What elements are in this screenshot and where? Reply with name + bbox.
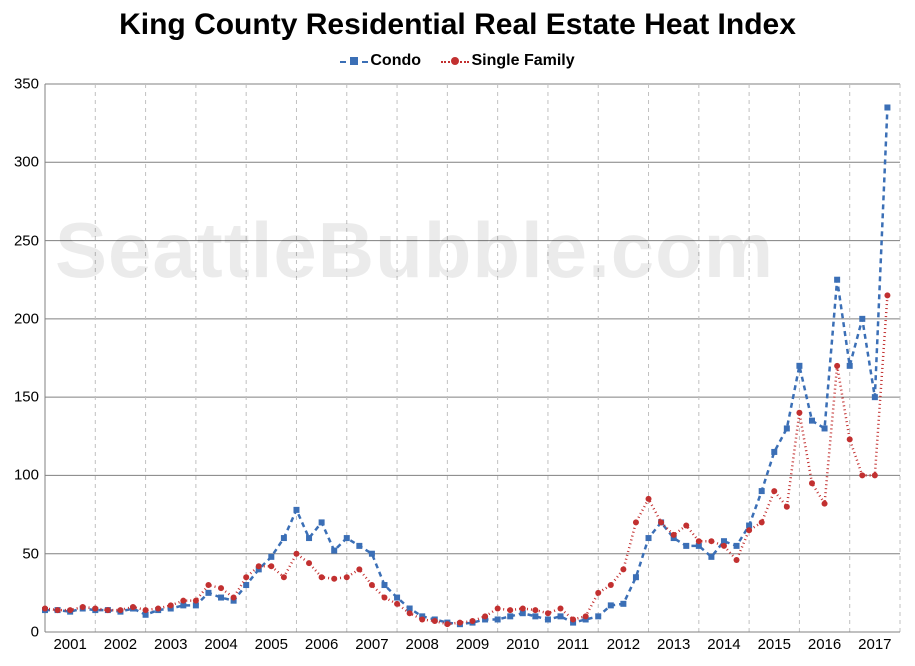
x-tick-label: 2015 [758,632,791,653]
x-tick-label: 2012 [607,632,640,653]
x-tick-label: 2013 [657,632,690,653]
x-tick-label: 2004 [204,632,237,653]
x-tick-label: 2010 [506,632,539,653]
y-tick-label: 200 [14,310,45,327]
y-tick-label: 300 [14,154,45,171]
legend-swatch-condo [340,53,368,69]
legend-item-condo: Condo [340,52,421,70]
x-tick-label: 2001 [53,632,86,653]
x-tick-label: 2002 [104,632,137,653]
x-tick-label: 2014 [707,632,740,653]
legend-label-single-family: Single Family [471,52,574,70]
y-tick-label: 0 [31,624,45,641]
legend-item-single-family: Single Family [441,52,574,70]
chart-title: King County Residential Real Estate Heat… [0,8,915,42]
x-tick-label: 2003 [154,632,187,653]
x-tick-label: 2005 [255,632,288,653]
x-tick-label: 2011 [557,632,589,653]
y-tick-label: 100 [14,467,45,484]
legend-label-condo: Condo [370,52,421,70]
x-tick-label: 2009 [456,632,489,653]
x-tick-label: 2007 [355,632,388,653]
legend: Condo Single Family [0,52,915,74]
plot-svg [45,84,900,632]
x-tick-label: 2017 [858,632,891,653]
x-tick-label: 2016 [808,632,841,653]
chart-container: King County Residential Real Estate Heat… [0,0,915,666]
x-tick-label: 2008 [406,632,439,653]
legend-swatch-single-family [441,53,469,69]
plot-area: SeattleBubble.com 0501001502002503003502… [45,84,900,632]
y-tick-label: 350 [14,76,45,93]
y-tick-label: 250 [14,232,45,249]
y-tick-label: 150 [14,389,45,406]
y-tick-label: 50 [22,545,45,562]
x-tick-label: 2006 [305,632,338,653]
